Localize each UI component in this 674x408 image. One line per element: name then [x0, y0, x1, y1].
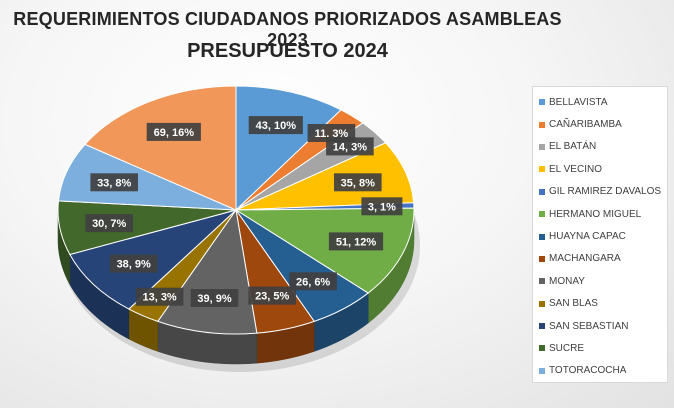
data-label: 26, 6%	[289, 272, 337, 291]
legend-label: CAÑARIBAMBA	[549, 119, 622, 131]
legend-item: EL BATÁN	[539, 136, 667, 158]
legend-item: SAN BLAS	[539, 293, 667, 315]
pie-slice-el-vecino	[235, 142, 415, 211]
data-label: 14, 3%	[326, 137, 374, 156]
legend-item: BELLAVISTA	[539, 91, 667, 113]
data-label: 30, 7%	[85, 214, 133, 233]
legend-label: SUCRE	[549, 342, 585, 354]
legend-label: SAN SEBASTIAN	[549, 320, 629, 332]
data-label: 51, 12%	[328, 232, 384, 251]
legend-item: SUCRE	[539, 337, 667, 359]
data-label: 35, 8%	[334, 173, 382, 192]
legend-item: MACHANGARA	[539, 248, 667, 270]
svg-text:69, 16%: 69, 16%	[154, 127, 195, 139]
data-label: 43, 10%	[248, 116, 303, 135]
svg-text:35, 8%: 35, 8%	[341, 177, 375, 189]
chart-subtitle: PRESUPUESTO 2024	[187, 40, 388, 62]
pie-data-labels: 43, 10% 11. 3%14, 3% 35, 8% 3, 1% 51, 12% 26,…	[85, 116, 403, 307]
legend-label: MONAY	[549, 275, 585, 287]
data-label: 13, 3%	[135, 287, 184, 306]
data-label: 38, 9%	[109, 254, 158, 273]
chart-legend: BELLAVISTA CAÑARIBAMBA EL BATÁN EL VECINO GI…	[532, 86, 668, 383]
legend-swatch	[539, 211, 545, 218]
legend-swatch	[539, 367, 545, 374]
svg-text:23, 5%: 23, 5%	[255, 291, 289, 303]
data-label: 39, 9%	[190, 289, 239, 307]
legend-item: HERMANO MIGUEL	[539, 203, 667, 225]
legend-swatch	[539, 233, 545, 240]
legend-label: HUAYNA CAPAC	[549, 231, 626, 243]
pie-slice-hermano-miguel	[234, 207, 415, 294]
legend-label: GIL RAMIREZ DAVALOS	[549, 186, 662, 198]
chart-title: REQUERIMIENTOS CIUDADANOS PRIORIZADOS AS…	[13, 9, 562, 50]
legend-label: BELLAVISTA	[549, 96, 608, 108]
data-label: 3, 1%	[361, 197, 403, 216]
data-label: 33, 8%	[90, 173, 138, 192]
legend-swatch	[539, 300, 545, 307]
svg-text:33, 8%: 33, 8%	[97, 177, 131, 189]
legend-swatch	[539, 166, 545, 173]
legend-swatch	[539, 323, 545, 330]
legend-item: MONAY	[539, 270, 667, 292]
data-label: 69, 16%	[146, 122, 201, 141]
legend-item: GIL RAMIREZ DAVALOS	[539, 181, 667, 203]
data-label: 23, 5%	[248, 286, 296, 305]
legend-label: SAN BLAS	[549, 298, 598, 310]
svg-text:30, 7%: 30, 7%	[92, 218, 126, 230]
pie-slice-unlabeled	[84, 85, 237, 211]
legend-swatch	[539, 345, 545, 352]
legend-label: EL VECINO	[549, 163, 602, 175]
legend-swatch	[539, 278, 545, 285]
legend-label: MACHANGARA	[549, 253, 621, 265]
legend-item: EL VECINO	[539, 158, 667, 180]
svg-text:13, 3%: 13, 3%	[142, 292, 176, 304]
legend-item: CAÑARIBAMBA	[539, 113, 667, 135]
legend-swatch	[539, 188, 545, 195]
svg-text:14, 3%: 14, 3%	[333, 141, 367, 153]
legend-item: SAN SEBASTIAN	[539, 315, 667, 337]
legend-label: TOTORACOCHA	[549, 365, 627, 377]
legend-item: HUAYNA CAPAC	[539, 225, 667, 247]
legend-label: HERMANO MIGUEL	[549, 208, 642, 220]
legend-swatch	[539, 121, 545, 128]
legend-swatch	[539, 255, 545, 262]
svg-text:11. 3%: 11. 3%	[315, 128, 349, 140]
svg-text:43, 10%: 43, 10%	[256, 120, 297, 132]
legend-item: TOTORACOCHA	[539, 360, 667, 382]
svg-text:26, 6%: 26, 6%	[296, 276, 330, 288]
legend-label: EL BATÁN	[549, 141, 597, 153]
legend-swatch	[539, 143, 545, 150]
svg-text:39, 9%: 39, 9%	[197, 293, 231, 305]
svg-text:51, 12%: 51, 12%	[336, 236, 377, 248]
svg-text:3, 1%: 3, 1%	[368, 201, 396, 213]
svg-text:38, 9%: 38, 9%	[117, 259, 151, 271]
legend-swatch	[539, 99, 545, 106]
